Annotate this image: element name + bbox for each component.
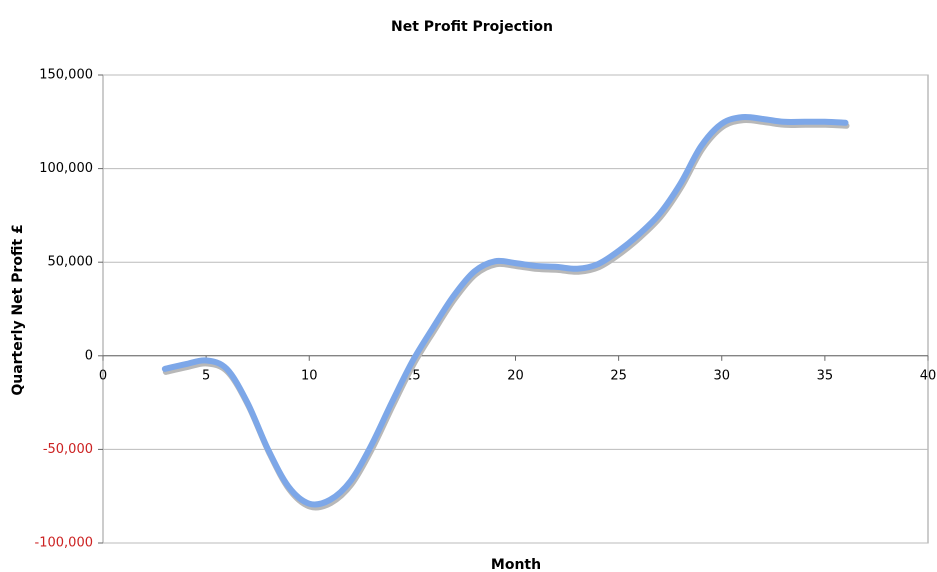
line bbox=[161, 113, 849, 508]
x-tick-label: 30 bbox=[713, 368, 730, 383]
x-tick-label: 25 bbox=[610, 368, 627, 383]
y-axis-label: Quarterly Net Profit £ bbox=[10, 224, 26, 395]
x-tick-label: 40 bbox=[920, 368, 937, 383]
x-tick-label: 5 bbox=[202, 368, 210, 383]
plot-frame bbox=[102, 74, 929, 544]
x-tick-label: 35 bbox=[817, 368, 834, 383]
x-tick-label: 20 bbox=[507, 368, 524, 383]
y-tick-label: 100,000 bbox=[39, 161, 93, 176]
x-tick-label: 10 bbox=[301, 368, 318, 383]
y-tick-label: 50,000 bbox=[48, 255, 94, 270]
chart-title: Net Profit Projection bbox=[391, 19, 553, 35]
y-tick-label: -100,000 bbox=[35, 536, 93, 551]
x-axis-label: Month bbox=[491, 557, 541, 572]
y-tick-label: 0 bbox=[85, 348, 93, 363]
y-tick-label: 150,000 bbox=[39, 68, 93, 83]
y-tick-label: -50,000 bbox=[43, 442, 93, 457]
x-tick-label: 0 bbox=[99, 368, 107, 383]
